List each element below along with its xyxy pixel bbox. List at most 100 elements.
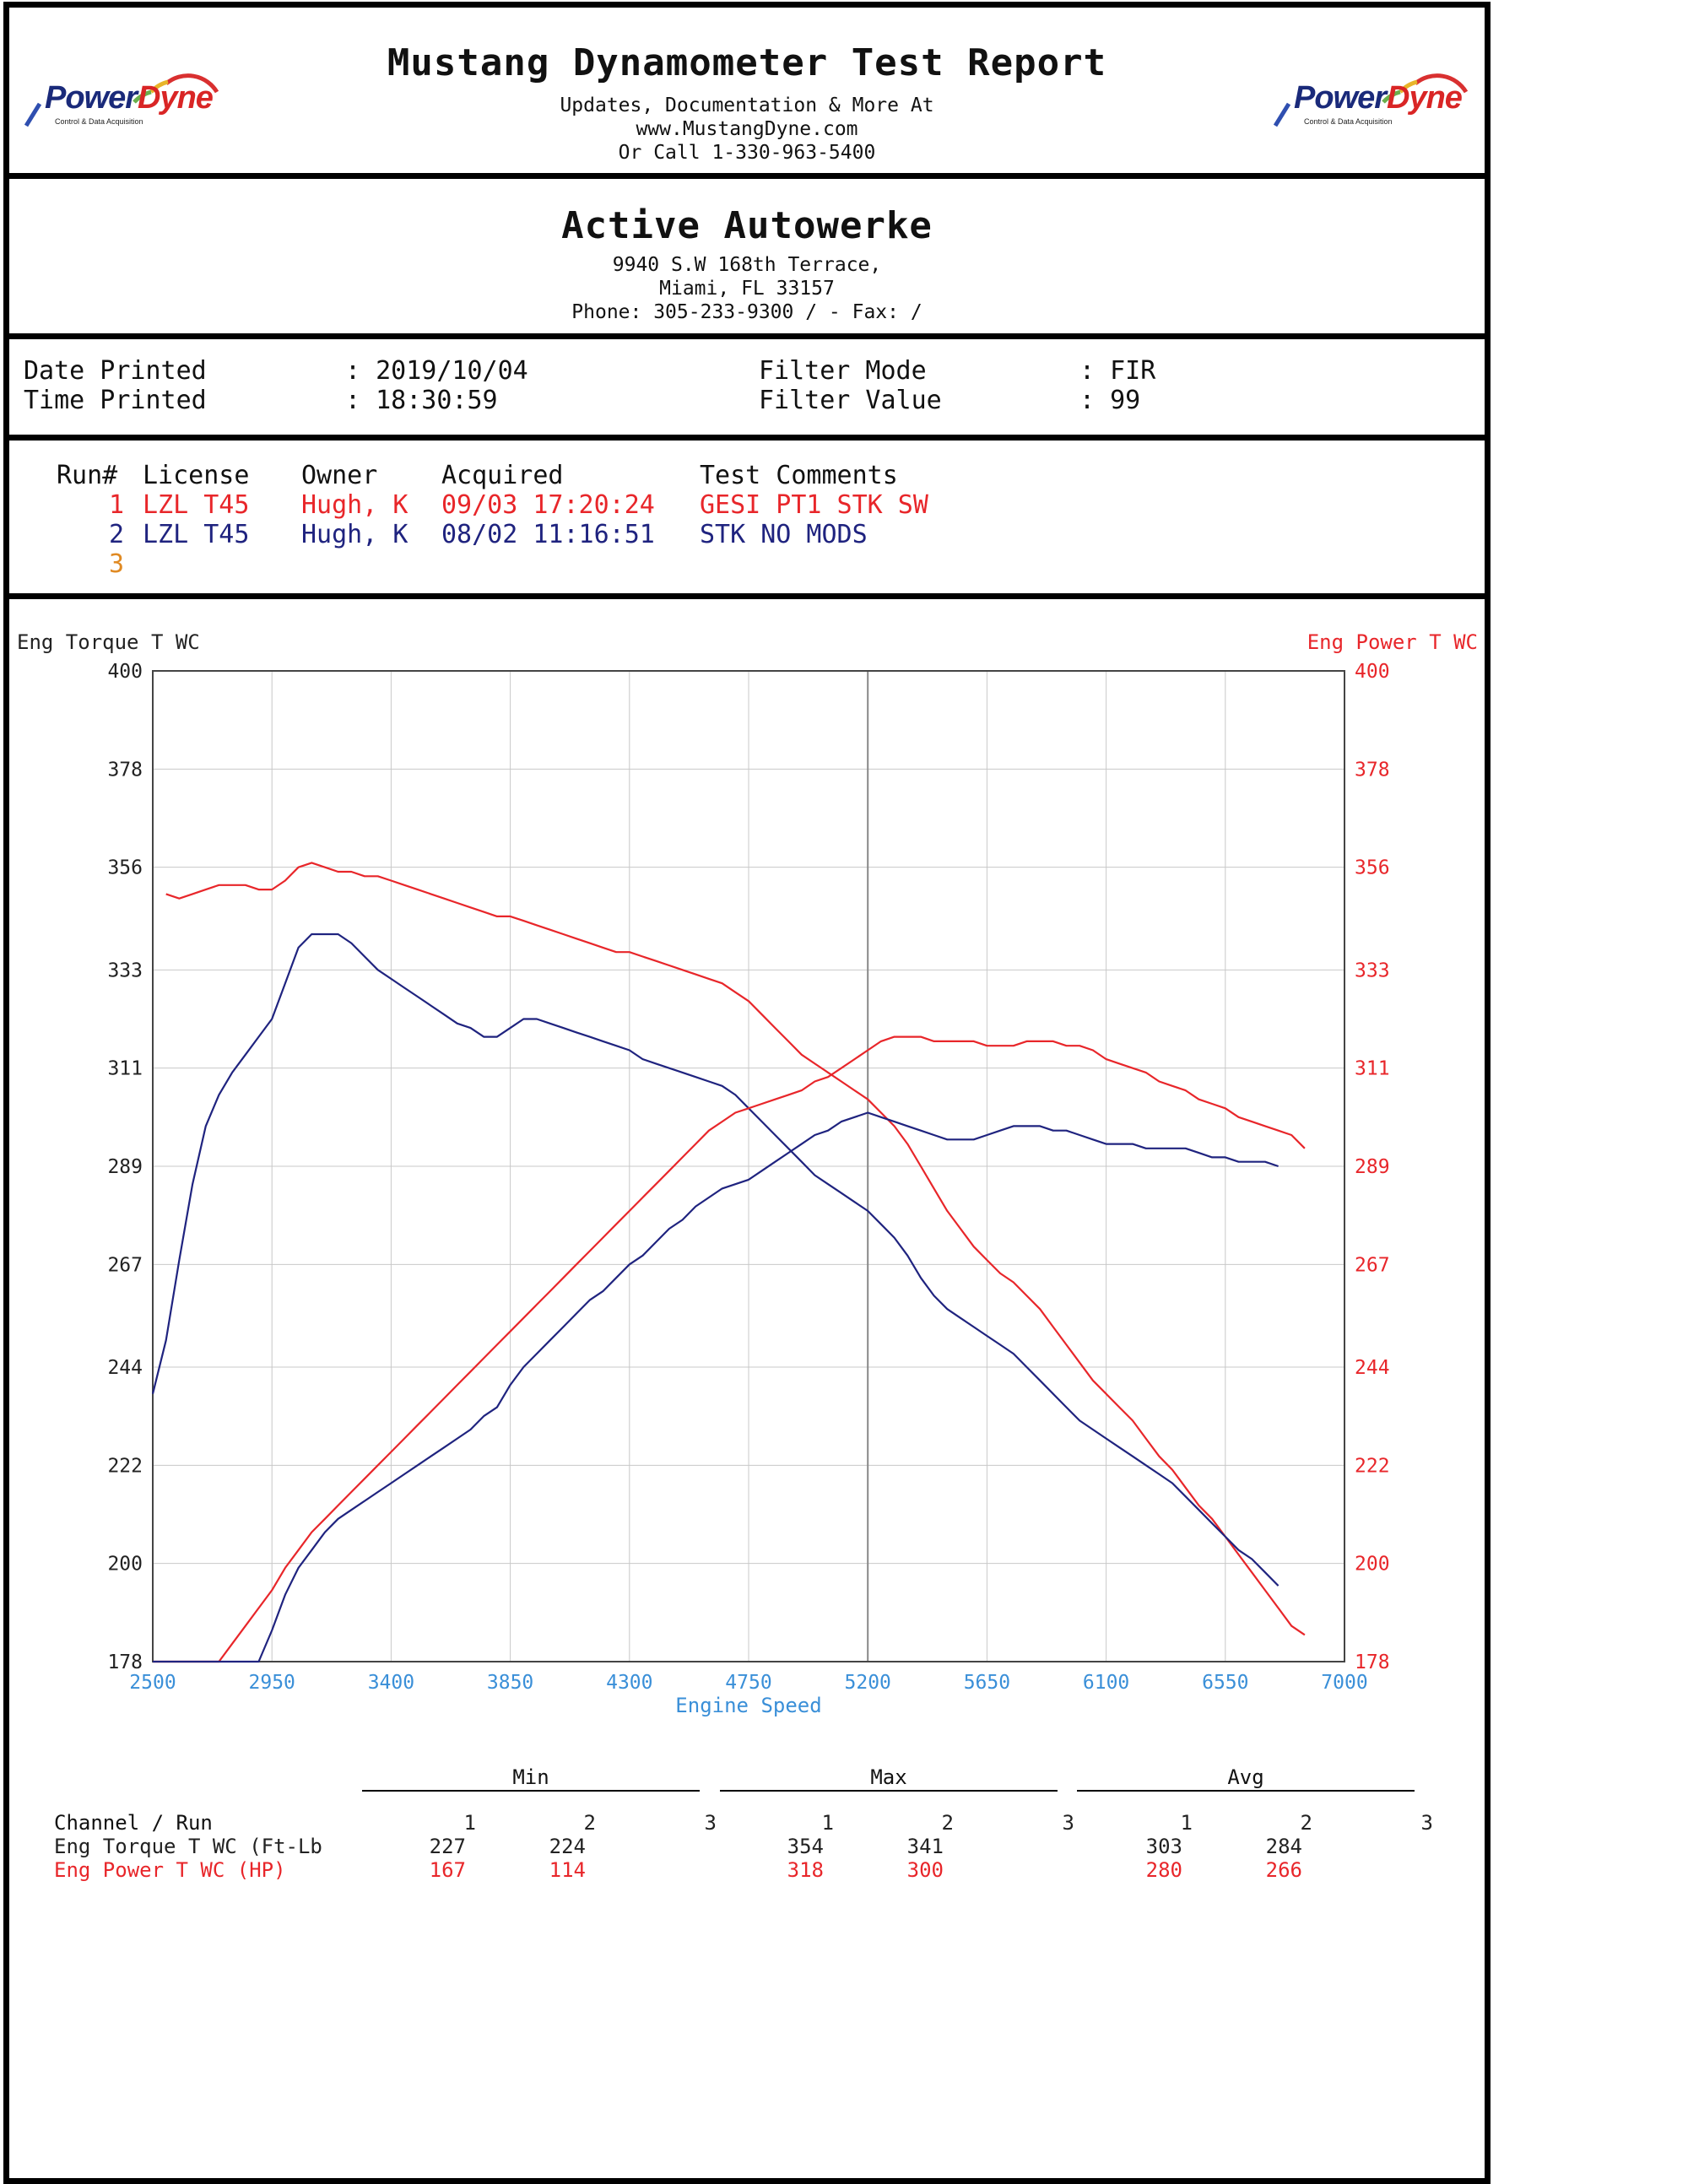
stats-cell: 318 <box>787 1858 824 1882</box>
x-tick-label: 7000 <box>1321 1672 1367 1694</box>
logo-dyne-text: Dyne <box>1387 80 1463 116</box>
stats-run-col-header: 2 <box>583 1811 596 1835</box>
y-tick-label-left: 200 <box>107 1554 143 1576</box>
y-tick-label-left: 244 <box>107 1357 143 1379</box>
run-2-license: LZL T45 <box>143 520 250 549</box>
x-tick-label: 6100 <box>1083 1672 1129 1694</box>
logo-subtitle: Control & Data Acquisition <box>55 117 143 126</box>
x-tick-label: 2500 <box>129 1672 176 1694</box>
stats-cell: 354 <box>787 1835 824 1858</box>
y-tick-label-left: 289 <box>107 1156 143 1178</box>
dyno-chart: 178 178 200 200 222 222 244 244 267 267 289 289 311 3… <box>107 661 1390 1717</box>
header-line-1: Updates, Documentation & More At <box>560 95 934 116</box>
y-tick-label-right: 178 <box>1355 1652 1390 1673</box>
print-info-box: Date Printed : 2019/10/04 Time Printed :… <box>3 333 1491 441</box>
y-tick-label-right: 244 <box>1355 1357 1390 1379</box>
filter-mode-label: Filter Mode <box>759 356 927 386</box>
shop-phone: Phone: 305-233-9300 / - Fax: / <box>571 301 922 323</box>
header-line-2: www.MustangDyne.com <box>636 118 858 140</box>
filter-mode-value: : FIR <box>1079 356 1156 386</box>
powerdyne-logo-right: Power Dyne Control & Data Acquisition <box>1273 60 1476 127</box>
logo-power-text: Power <box>1294 80 1387 116</box>
run-2-acquired: 08/02 11:16:51 <box>441 520 655 549</box>
series-line-run2-power <box>153 1111 1279 1663</box>
stats-cell: 114 <box>549 1858 586 1882</box>
y-tick-label-left: 267 <box>107 1254 143 1276</box>
time-printed-value: : 18:30:59 <box>345 386 498 415</box>
powerdyne-logo-left: Power Dyne Control & Data Acquisition <box>24 60 227 127</box>
y-tick-label-right: 400 <box>1355 661 1390 683</box>
x-tick-label: 3850 <box>487 1672 533 1694</box>
stats-row-label: Eng Power T WC (HP) <box>54 1858 286 1882</box>
x-tick-label: 3400 <box>368 1672 414 1694</box>
stats-cell: 167 <box>429 1858 466 1882</box>
stats-header-label: Channel / Run <box>54 1811 213 1835</box>
logo-power-text: Power <box>45 80 138 116</box>
runs-box: Run# License Owner Acquired Test Comment… <box>3 435 1491 599</box>
stats-run-col-header: 3 <box>1062 1811 1074 1835</box>
stats-run-col-header: 2 <box>941 1811 954 1835</box>
run-1-owner: Hugh, K <box>301 490 408 520</box>
y-tick-label-right: 378 <box>1355 759 1390 781</box>
shop-address-2: Miami, FL 33157 <box>659 278 835 300</box>
stats-cell: 280 <box>1145 1858 1182 1882</box>
run-1-license: LZL T45 <box>143 490 250 520</box>
y-tick-label-left: 311 <box>107 1058 143 1080</box>
chart-box: Eng Torque T WC Eng Power T WC 178 178 200… <box>3 593 1491 2184</box>
x-tick-label: 5650 <box>964 1672 1010 1694</box>
logo-dyne-text: Dyne <box>138 80 214 116</box>
stats-run-col-header: 1 <box>1180 1811 1193 1835</box>
x-tick-label: 6550 <box>1202 1672 1248 1694</box>
series-line-run1-torque <box>165 862 1306 1636</box>
runs-header-num: Run# <box>57 461 118 490</box>
stats-cell: 227 <box>429 1835 466 1858</box>
stats-divider-avg <box>1077 1790 1415 1792</box>
run-2-num: 2 <box>109 520 125 549</box>
y-tick-label-right: 333 <box>1355 960 1390 981</box>
x-tick-label: 4300 <box>606 1672 652 1694</box>
shop-box: Active Autowerke 9940 S.W 168th Terrace,… <box>3 173 1491 339</box>
y-tick-label-right: 356 <box>1355 857 1390 879</box>
date-printed-value: : 2019/10/04 <box>345 356 528 386</box>
plot-border <box>152 670 1345 1662</box>
stats-group-min: Min <box>512 1765 549 1789</box>
series-line-run1-power <box>153 1035 1306 1663</box>
header-line-3: Or Call 1-330-963-5400 <box>618 142 876 164</box>
right-axis-title: Eng Power T WC <box>1307 630 1478 654</box>
runs-header-license: License <box>143 461 250 490</box>
y-tick-label-left: 400 <box>107 661 143 683</box>
x-axis-title: Engine Speed <box>675 1694 821 1717</box>
stats-group-max: Max <box>870 1765 907 1789</box>
time-printed-label: Time Printed <box>24 386 207 415</box>
stats-group-avg: Avg <box>1227 1765 1264 1789</box>
stats-run-col-header: 3 <box>1420 1811 1433 1835</box>
stats-run-col-header: 2 <box>1300 1811 1312 1835</box>
logo-gauge-icon <box>1273 73 1469 127</box>
stats-row-label: Eng Torque T WC (Ft-Lb <box>54 1835 322 1858</box>
y-tick-label-right: 311 <box>1355 1058 1390 1080</box>
run-1-num: 1 <box>109 490 125 520</box>
shop-address-1: 9940 S.W 168th Terrace, <box>612 254 882 276</box>
logo-subtitle: Control & Data Acquisition <box>1304 117 1393 126</box>
x-tick-label: 2950 <box>249 1672 295 1694</box>
stats-cell: 284 <box>1265 1835 1302 1858</box>
y-tick-label-right: 289 <box>1355 1156 1390 1178</box>
filter-value-label: Filter Value <box>759 386 942 415</box>
header-box: Power Dyne Control & Data Acquisition Po… <box>3 2 1491 179</box>
run-3-num: 3 <box>109 549 125 579</box>
stats-cell: 341 <box>906 1835 944 1858</box>
run-1-comment: GESI PT1 STK SW <box>700 490 928 520</box>
series-line-run2-torque <box>151 933 1280 1587</box>
y-tick-label-right: 222 <box>1355 1455 1390 1477</box>
report-title: Mustang Dynamometer Test Report <box>387 41 1107 84</box>
y-tick-label-left: 356 <box>107 857 143 879</box>
runs-header-comments: Test Comments <box>700 461 898 490</box>
x-tick-label: 5200 <box>845 1672 891 1694</box>
y-tick-label-left: 222 <box>107 1455 143 1477</box>
stats-cell: 224 <box>549 1835 586 1858</box>
run-2-owner: Hugh, K <box>301 520 408 549</box>
filter-value-value: : 99 <box>1079 386 1141 415</box>
stats-cell: 303 <box>1145 1835 1182 1858</box>
y-tick-label-right: 267 <box>1355 1254 1390 1276</box>
stats-cell: 300 <box>906 1858 944 1882</box>
